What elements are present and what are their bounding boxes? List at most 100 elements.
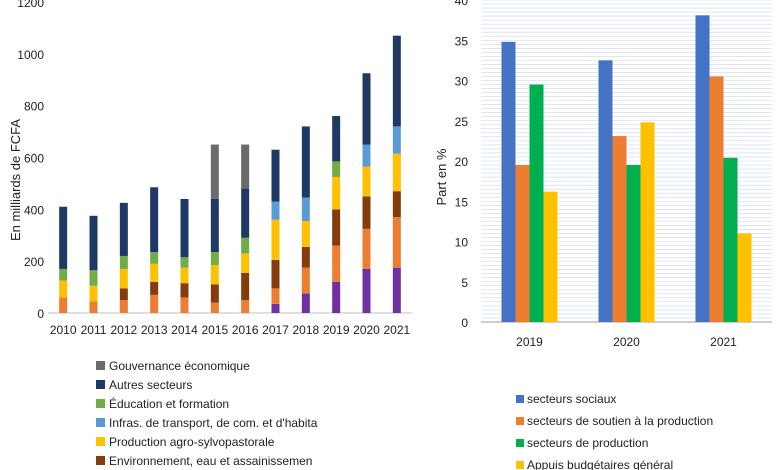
legend-label: Éducation et formation	[109, 396, 229, 411]
x-tick-label: 2014	[171, 323, 198, 337]
bar-segment	[210, 198, 219, 253]
bar-segment	[89, 270, 98, 286]
bar	[598, 60, 613, 322]
x-tick-label: 2019	[516, 335, 543, 349]
bar-segment	[362, 73, 371, 145]
x-tick-label: 2021	[383, 323, 410, 337]
bar-segment	[301, 220, 310, 247]
bar-segment	[180, 198, 189, 258]
bar-segment	[150, 294, 159, 313]
bar-segment	[241, 237, 250, 254]
y-tick-label: 10	[455, 236, 469, 250]
bar-segment	[150, 252, 159, 264]
legend-swatch	[96, 437, 105, 446]
legend-label: Production agro-sylvopastorale	[109, 435, 275, 449]
bar-segment	[210, 284, 219, 303]
bar-segment	[301, 197, 310, 221]
bar	[529, 84, 544, 323]
bar-segment	[210, 252, 219, 266]
y-tick-label: 15	[455, 195, 469, 209]
bar	[501, 41, 516, 323]
stacked-bar-chart: En milliards de FCFA 0 200 400 600 800 1000 12…	[8, 0, 412, 468]
legend-label: secteurs de soutien à la production	[527, 414, 713, 428]
y-tick-label: 5	[461, 276, 468, 290]
bar-segment	[210, 302, 219, 313]
legend-swatch	[96, 399, 105, 408]
bar-segment	[332, 245, 341, 282]
bar-segment	[392, 267, 401, 313]
bar-segment	[271, 259, 280, 289]
bar	[612, 136, 627, 322]
x-tick-label: 2020	[353, 323, 380, 337]
bar	[543, 191, 558, 322]
bar-segment	[119, 300, 128, 313]
legend-swatch	[516, 461, 524, 469]
bar-segment	[180, 297, 189, 313]
bar-segment	[362, 144, 371, 167]
bar-segment	[332, 281, 341, 313]
x-tick-label: 2012	[110, 323, 137, 337]
bar-segment	[241, 253, 250, 273]
bar-segment	[392, 35, 401, 127]
bar-segment	[180, 267, 189, 284]
bar-segment	[271, 303, 280, 313]
y-tick-label: 600	[24, 152, 44, 166]
legend-swatch	[516, 439, 524, 447]
grouped-bar-chart: Part en % 0 5 10 15 20 25 30 35 40 2019 2020 2021 se…	[434, 0, 772, 470]
x-tick-label: 2018	[292, 323, 319, 337]
y-tick-label: 25	[455, 115, 469, 129]
bar-segment	[119, 288, 128, 301]
x-tick-label: 2015	[201, 323, 228, 337]
bar-segment	[332, 209, 341, 246]
bar	[626, 165, 641, 322]
bar-segment	[392, 191, 401, 218]
legend-label: secteurs de production	[527, 436, 648, 450]
x-tick-label: 2010	[50, 323, 77, 337]
y-axis-title: En milliards de FCFA	[8, 119, 23, 241]
bar	[737, 233, 752, 322]
bar-segment	[271, 201, 280, 220]
bar-segment	[362, 268, 371, 313]
legend-swatch	[96, 380, 105, 389]
x-tick-label: 2017	[262, 323, 289, 337]
bar-segment	[210, 265, 219, 285]
bar-segment	[241, 272, 250, 301]
bar-segment	[301, 246, 310, 268]
bar-segment	[332, 176, 341, 210]
legend-label: Appuis budgétaires général	[527, 458, 673, 470]
bar-segment	[119, 202, 128, 256]
legend-label: Infras. de transport, de com. et d'habit…	[109, 416, 318, 430]
bar	[723, 157, 738, 322]
x-tick-label: 2011	[81, 323, 107, 337]
legend-label: Gouvernance économique	[109, 359, 250, 373]
bar-segment	[150, 281, 159, 295]
bar-segment	[301, 293, 310, 313]
bar-segment	[392, 126, 401, 154]
bar-segment	[210, 144, 219, 199]
bar	[515, 165, 530, 322]
legend-label: Environnement, eau et assainissemen	[109, 454, 312, 468]
bar-segment	[89, 285, 98, 302]
bar-segment	[271, 149, 280, 202]
bar-segment	[241, 188, 250, 238]
legend-label: secteurs sociaux	[527, 392, 616, 406]
bar-segment	[59, 297, 68, 313]
y-tick-label: 800	[24, 100, 44, 114]
x-tick-label: 2013	[141, 323, 168, 337]
legend-swatch	[96, 418, 105, 427]
bar-segment	[150, 263, 159, 282]
bar-segment	[392, 153, 401, 192]
y-axis-title: Part en %	[434, 148, 449, 206]
bar-segment	[392, 217, 401, 268]
bar-segment	[301, 267, 310, 294]
y-tick-label: 0	[37, 307, 44, 321]
legend-swatch	[96, 361, 105, 370]
x-tick-label: 2021	[710, 335, 737, 349]
y-tick-label: 200	[24, 255, 44, 269]
bar-segment	[119, 268, 128, 289]
bar-segment	[271, 288, 280, 304]
x-tick-label: 2016	[232, 323, 259, 337]
bar	[695, 15, 710, 322]
y-tick-label: 1000	[17, 48, 44, 62]
